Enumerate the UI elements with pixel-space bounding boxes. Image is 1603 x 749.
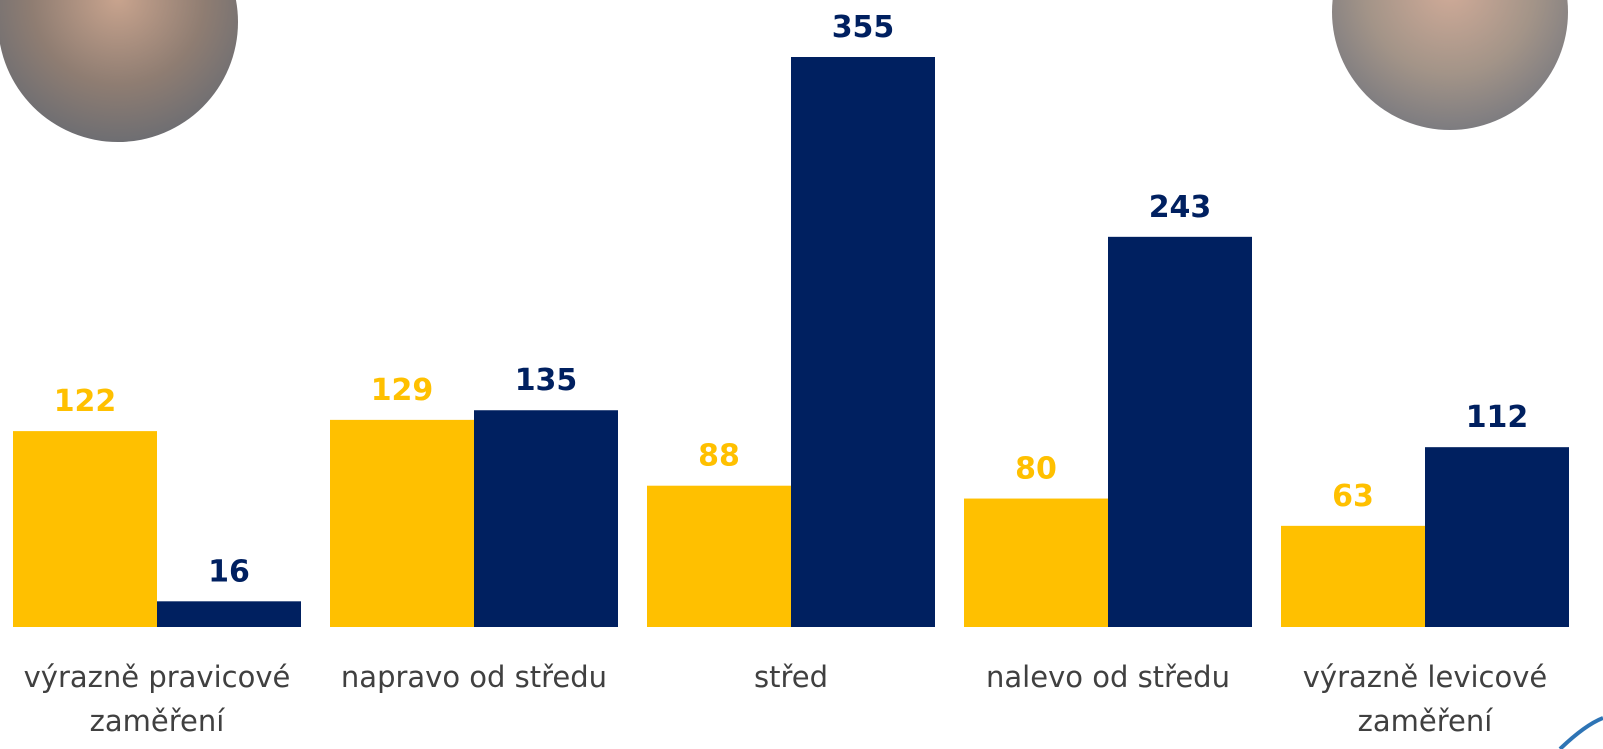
category-label: střed	[641, 655, 941, 699]
bar	[330, 420, 474, 627]
bar	[964, 499, 1108, 627]
category-label: nalevo od středu	[958, 655, 1258, 699]
category-label: výrazně levicové zaměření	[1275, 655, 1575, 743]
value-label: 135	[515, 363, 578, 398]
value-label: 243	[1149, 190, 1212, 225]
category-label: napravo od středu	[324, 655, 624, 699]
value-label: 355	[832, 10, 895, 45]
bar	[157, 601, 301, 627]
value-label: 16	[208, 554, 250, 589]
bar	[1108, 237, 1252, 627]
value-label: 88	[698, 439, 740, 474]
category-label: výrazně pravicové zaměření	[7, 655, 307, 743]
bar	[647, 486, 791, 627]
value-label: 122	[54, 384, 117, 419]
value-label: 80	[1015, 452, 1057, 487]
portrait-right	[1332, 0, 1568, 130]
bar	[1281, 526, 1425, 627]
value-label: 129	[371, 373, 434, 408]
value-label: 63	[1332, 479, 1374, 514]
bar	[791, 57, 935, 627]
value-label: 112	[1466, 400, 1529, 435]
bar	[13, 431, 157, 627]
bar	[474, 410, 618, 627]
bar	[1425, 447, 1569, 627]
chart-svg: 122 16 129 135 88 355 80 243 63 112	[0, 0, 1603, 749]
chart: 122 16 129 135 88 355 80 243 63 112 výrazně pravi…	[0, 0, 1603, 749]
portrait-left	[0, 0, 238, 142]
